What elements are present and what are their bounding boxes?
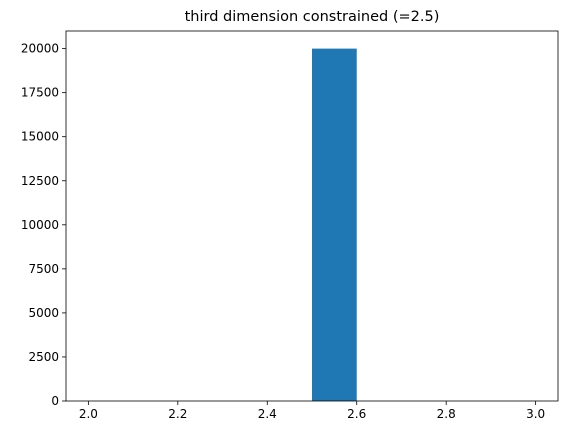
x-tick-label: 2.2 bbox=[168, 407, 187, 421]
bars-group bbox=[312, 48, 357, 401]
y-axis: 0 2500 5000 7500 10000 12500 15000 17500 20000 bbox=[21, 42, 66, 408]
histogram-bar bbox=[312, 48, 357, 401]
x-tick-label: 2.6 bbox=[347, 407, 366, 421]
x-tick-label: 2.8 bbox=[437, 407, 456, 421]
y-tick-label: 0 bbox=[51, 394, 59, 408]
y-tick-label: 7500 bbox=[28, 262, 59, 276]
y-tick-label: 2500 bbox=[28, 350, 59, 364]
x-axis: 2.0 2.2 2.4 2.6 2.8 3.0 bbox=[79, 401, 545, 421]
x-tick-label: 3.0 bbox=[526, 407, 545, 421]
y-tick-label: 10000 bbox=[21, 218, 59, 232]
y-tick-label: 5000 bbox=[28, 306, 59, 320]
y-tick-label: 17500 bbox=[21, 86, 59, 100]
plot-frame bbox=[65, 30, 559, 402]
chart-title: third dimension constrained (=2.5) bbox=[185, 9, 440, 25]
y-tick-label: 12500 bbox=[21, 174, 59, 188]
x-tick-label: 2.0 bbox=[79, 407, 98, 421]
x-tick-label: 2.4 bbox=[258, 407, 277, 421]
y-tick-label: 20000 bbox=[21, 42, 59, 56]
y-tick-label: 15000 bbox=[21, 130, 59, 144]
